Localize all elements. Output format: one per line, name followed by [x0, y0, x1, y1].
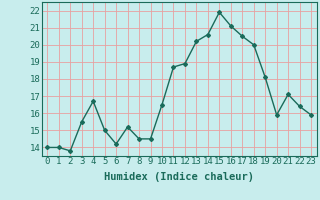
X-axis label: Humidex (Indice chaleur): Humidex (Indice chaleur)	[104, 172, 254, 182]
